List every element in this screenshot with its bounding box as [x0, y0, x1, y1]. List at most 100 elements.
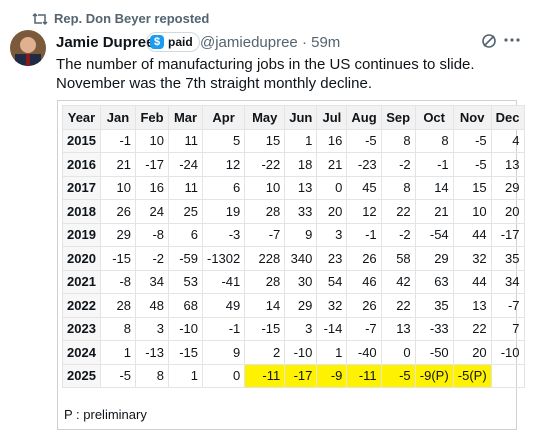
header-cell: Aug: [346, 105, 382, 130]
value-cell: 8: [380, 175, 416, 200]
value-cell: 16: [316, 128, 348, 153]
value-cell: 1: [100, 340, 136, 365]
value-cell: 58: [380, 246, 416, 271]
grok-icon[interactable]: [480, 32, 498, 50]
value-cell: 6: [168, 222, 203, 247]
value-cell: -24: [168, 152, 203, 177]
value-cell: 46: [346, 269, 382, 294]
value-cell: 32: [316, 293, 348, 318]
year-cell: 2017: [62, 175, 101, 200]
value-cell: -1: [346, 222, 382, 247]
value-cell: 14: [244, 293, 286, 318]
value-cell: -15: [100, 246, 136, 271]
year-cell: 2024: [62, 340, 101, 365]
table-row: 2022 28 48 68 49 14 29 32 26 22 35 13 -7: [62, 293, 525, 318]
header-cell: Apr: [201, 105, 246, 130]
tweet-text: The number of manufacturing jobs in the …: [56, 56, 475, 92]
value-cell: 68: [168, 293, 203, 318]
meta: @jamiedupree · 59m: [200, 34, 341, 51]
value-cell: -2: [135, 246, 169, 271]
paid-badge[interactable]: $ paid: [146, 32, 200, 52]
year-cell: 2022: [62, 293, 101, 318]
header-cell: Year: [62, 105, 101, 130]
value-cell: -7: [346, 316, 382, 341]
value-cell: -7: [490, 293, 525, 318]
avatar[interactable]: [10, 30, 46, 66]
year-cell: 2025: [62, 363, 101, 388]
value-cell: 22: [380, 199, 416, 224]
year-cell: 2019: [62, 222, 101, 247]
value-cell: 19: [201, 199, 246, 224]
more-icon[interactable]: [504, 36, 520, 44]
value-cell: 10: [244, 175, 286, 200]
value-cell: 29: [284, 293, 318, 318]
handle[interactable]: @jamiedupree: [200, 34, 298, 51]
value-cell: -2: [380, 222, 416, 247]
value-cell: -9: [316, 363, 348, 388]
value-cell: 45: [346, 175, 382, 200]
value-cell: -17: [135, 152, 169, 177]
value-cell: 13: [452, 293, 492, 318]
value-cell: -5(P): [452, 363, 492, 388]
value-cell: -3: [201, 222, 246, 247]
value-cell: 24: [135, 199, 169, 224]
table-row: 2018 26 24 25 19 28 33 20 12 22 21 10 20: [62, 199, 525, 224]
value-cell: -13: [135, 340, 169, 365]
value-cell: 3: [316, 222, 348, 247]
value-cell: 13: [284, 175, 318, 200]
header-cell: Jul: [316, 105, 348, 130]
table-row: 2017 10 16 11 6 10 13 0 45 8 14 15 29: [62, 175, 525, 200]
value-cell: 29: [414, 246, 454, 271]
value-cell: 12: [201, 152, 246, 177]
value-cell: 2: [244, 340, 286, 365]
value-cell: 12: [346, 199, 382, 224]
value-cell: 1: [316, 340, 348, 365]
value-cell: 0: [201, 363, 246, 388]
value-cell: -8: [135, 222, 169, 247]
value-cell: 53: [168, 269, 203, 294]
table-row: 2021 -8 34 53 -41 28 30 54 46 42 63 44 34: [62, 269, 525, 294]
value-cell: -33: [414, 316, 454, 341]
year-cell: 2020: [62, 246, 101, 271]
value-cell: [490, 363, 525, 388]
value-cell: 32: [452, 246, 492, 271]
value-cell: 16: [135, 175, 169, 200]
value-cell: 35: [414, 293, 454, 318]
jobs-table: Year Jan Feb Mar Apr May Jun Jul Aug Sep Oct Nov Dec…: [62, 105, 525, 388]
value-cell: 42: [380, 269, 416, 294]
header-cell: Oct: [414, 105, 454, 130]
value-cell: 23: [316, 246, 348, 271]
value-cell: -54: [414, 222, 454, 247]
year-cell: 2021: [62, 269, 101, 294]
timestamp[interactable]: 59m: [311, 34, 341, 51]
value-cell: 35: [490, 246, 525, 271]
table-row: 2023 8 3 -10 -1 -15 3 -14 -7 13 -33 22 7: [62, 316, 525, 341]
value-cell: 15: [452, 175, 492, 200]
value-cell: 63: [414, 269, 454, 294]
value-cell: 1: [168, 363, 203, 388]
value-cell: -1: [100, 128, 136, 153]
year-cell: 2018: [62, 199, 101, 224]
table-row: 2016 21 -17 -24 12 -22 18 21 -23 -2 -1 -5 13: [62, 152, 525, 177]
value-cell: 28: [244, 199, 286, 224]
value-cell: 6: [201, 175, 246, 200]
author-name[interactable]: Jamie Dupree: [56, 34, 155, 51]
value-cell: 10: [135, 128, 169, 153]
value-cell: -10: [284, 340, 318, 365]
value-cell: -7: [244, 222, 286, 247]
value-cell: 11: [168, 128, 203, 153]
value-cell: -11: [346, 363, 382, 388]
value-cell: -23: [346, 152, 382, 177]
value-cell: 29: [490, 175, 525, 200]
value-cell: -11: [244, 363, 286, 388]
repost-label[interactable]: Rep. Don Beyer reposted: [54, 11, 210, 26]
value-cell: -1: [201, 316, 246, 341]
value-cell: 4: [490, 128, 525, 153]
value-cell: 28: [100, 293, 136, 318]
value-cell: -8: [100, 269, 136, 294]
value-cell: 8: [414, 128, 454, 153]
value-cell: 9: [201, 340, 246, 365]
value-cell: -17: [490, 222, 525, 247]
value-cell: 10: [452, 199, 492, 224]
